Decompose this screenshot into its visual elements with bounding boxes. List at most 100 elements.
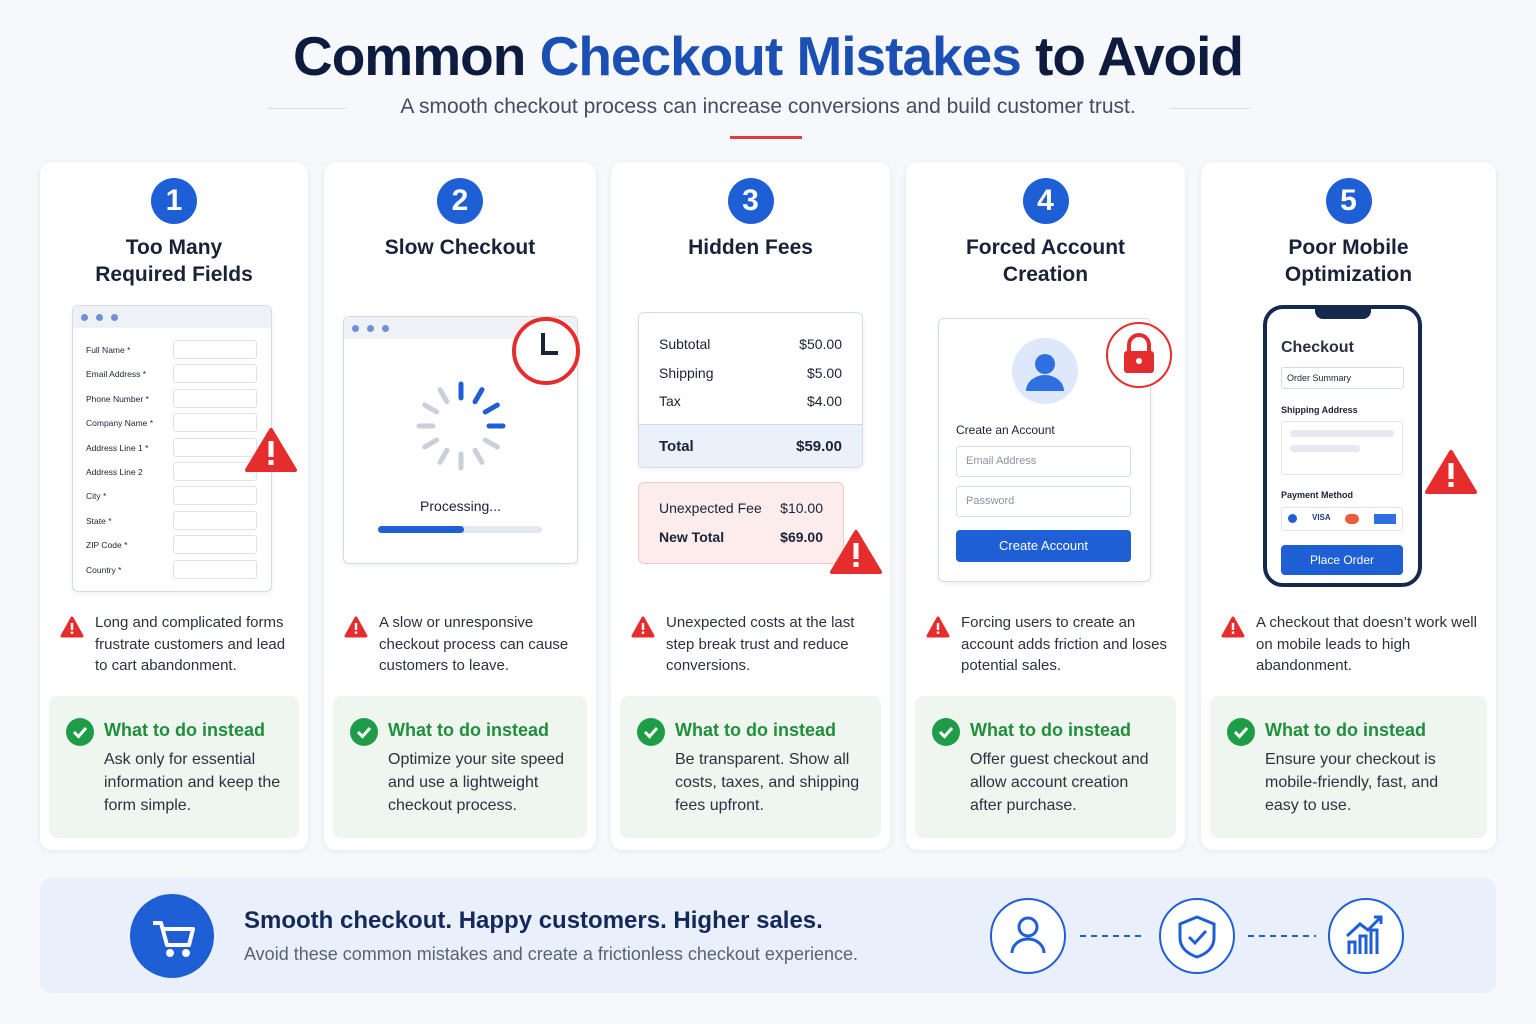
rect bbox=[70, 623, 74, 630]
rect bbox=[1231, 631, 1235, 634]
svg bbox=[1221, 616, 1245, 638]
rect bbox=[936, 631, 940, 634]
field-input bbox=[173, 340, 257, 359]
fee-row: Shipping $5.00 bbox=[639, 359, 862, 388]
divider bbox=[1170, 108, 1250, 109]
span bbox=[1288, 514, 1297, 523]
circle bbox=[182, 949, 190, 957]
cart-icon bbox=[130, 894, 214, 978]
field-input bbox=[173, 535, 257, 555]
span bbox=[1374, 514, 1396, 524]
title-text: Common bbox=[292, 25, 526, 87]
path bbox=[72, 727, 88, 739]
rect bbox=[1448, 463, 1454, 479]
form-field: Country * bbox=[73, 558, 271, 582]
form-field: Company Name * bbox=[73, 411, 271, 435]
abs bbox=[245, 428, 297, 472]
warning-icon bbox=[631, 616, 655, 643]
check-icon bbox=[932, 718, 960, 751]
rect bbox=[641, 623, 645, 630]
svg bbox=[350, 718, 378, 746]
div: Subtotal $50.00 Shipping $5.00 Tax $4.00 bbox=[639, 313, 862, 416]
dot bbox=[367, 325, 374, 332]
input: Email Address bbox=[956, 446, 1131, 477]
footer-banner: Smooth checkout. Happy customers. Higher… bbox=[40, 878, 1496, 993]
problem-text: Forcing users to create an account adds … bbox=[961, 614, 1167, 674]
footer-text: Avoid these common mistakes and create a… bbox=[244, 944, 858, 964]
divider bbox=[268, 108, 346, 109]
span: Total bbox=[659, 437, 694, 455]
span: New Total bbox=[659, 528, 725, 545]
input: Password bbox=[956, 486, 1131, 517]
title-text: to Avoid bbox=[1035, 25, 1244, 87]
fix-text: Ask only for essential information and k… bbox=[104, 751, 281, 814]
div bbox=[1290, 430, 1394, 437]
check-icon bbox=[66, 718, 94, 751]
check-icon bbox=[637, 718, 665, 751]
card: 2 Slow Checkout Processing... A slow or … bbox=[324, 162, 596, 850]
card-number: 1 bbox=[151, 178, 197, 224]
svg bbox=[1227, 718, 1255, 746]
div bbox=[378, 526, 464, 533]
field-input bbox=[173, 510, 257, 530]
dot bbox=[81, 314, 88, 321]
card-number: 2 bbox=[437, 178, 483, 224]
warning-icon bbox=[926, 616, 950, 643]
abs: Unexpected Fee $10.00 New Total $69.00 bbox=[638, 482, 844, 564]
span: Unexpected Fee bbox=[659, 500, 762, 517]
problem-text: Unexpected costs at the last step break … bbox=[666, 614, 855, 674]
path bbox=[356, 727, 372, 739]
accent-line bbox=[730, 136, 802, 139]
problem-text: Long and complicated forms frustrate cus… bbox=[95, 614, 286, 674]
circle bbox=[166, 949, 174, 957]
dot bbox=[96, 314, 103, 321]
btn: Place Order bbox=[1281, 545, 1403, 575]
rect bbox=[853, 562, 859, 567]
card-title: Slow Checkout bbox=[384, 236, 536, 259]
fix-text: Optimize your site speed and use a light… bbox=[388, 751, 565, 814]
field-input bbox=[173, 437, 257, 457]
fee-amount: $5.00 bbox=[806, 364, 842, 381]
line bbox=[437, 387, 450, 405]
abs bbox=[1315, 309, 1371, 319]
abs bbox=[378, 526, 542, 533]
rect bbox=[354, 623, 358, 630]
g bbox=[990, 898, 1404, 974]
abs bbox=[830, 530, 882, 574]
circle bbox=[1136, 358, 1142, 364]
div: Full Name * Email Address * Phone Number *… bbox=[73, 328, 271, 582]
fix-box: What to do instead Optimize your site sp… bbox=[333, 696, 587, 838]
win: Subtotal $50.00 Shipping $5.00 Tax $4.00 Tota… bbox=[638, 312, 863, 468]
rrow: Unexpected Fee $10.00 bbox=[639, 494, 843, 523]
abs bbox=[416, 381, 506, 471]
line bbox=[472, 387, 485, 405]
field-input bbox=[173, 413, 257, 433]
path bbox=[1127, 333, 1151, 352]
fix-heading: What to do instead bbox=[675, 720, 836, 740]
fix-text: Be transparent. Show all costs, taxes, a… bbox=[675, 751, 860, 814]
field-label: Address Line 2 bbox=[86, 466, 143, 477]
svg bbox=[60, 616, 84, 638]
span: $59.00 bbox=[796, 437, 842, 455]
abs: Payment Method bbox=[1281, 490, 1354, 500]
fix-heading: What to do instead bbox=[1265, 720, 1426, 740]
rect bbox=[70, 631, 74, 634]
card-number: 3 bbox=[727, 178, 774, 224]
field-label: Phone Number * bbox=[86, 393, 149, 404]
line bbox=[422, 402, 440, 415]
card-title: Poor Mobile Optimization bbox=[1284, 236, 1413, 286]
card: 1 Too Many Required Fields Full Name * Em… bbox=[40, 162, 308, 850]
card-title: Forced Account Creation bbox=[965, 236, 1126, 286]
fee-label: Tax bbox=[659, 393, 681, 410]
circle bbox=[66, 718, 94, 746]
rrow: New Total $69.00 bbox=[639, 523, 843, 552]
form-field: Phone Number * bbox=[73, 387, 271, 411]
field-input bbox=[173, 388, 257, 408]
path bbox=[541, 333, 558, 355]
fee-amount: $4.00 bbox=[806, 393, 842, 410]
abs bbox=[1281, 421, 1403, 475]
problem-text: A checkout that doesn’t work well on mob… bbox=[1256, 614, 1477, 674]
circle bbox=[637, 718, 665, 746]
fix-heading: What to do instead bbox=[970, 720, 1131, 740]
